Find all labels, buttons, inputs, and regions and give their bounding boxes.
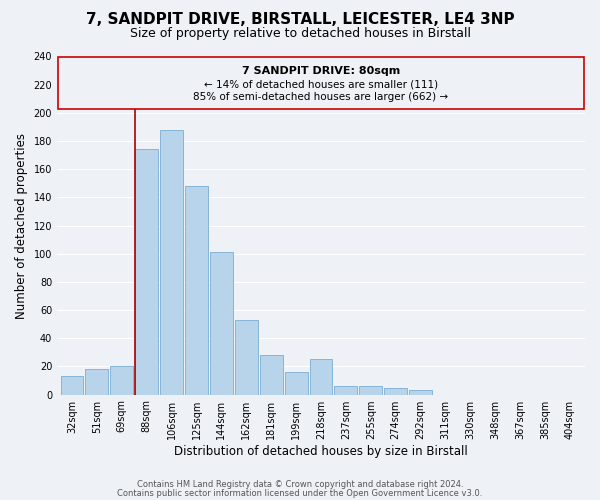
FancyBboxPatch shape [58, 56, 584, 108]
Bar [409, 390, 432, 394]
Bar [260, 355, 283, 395]
Bar [310, 360, 332, 394]
Text: 7 SANDPIT DRIVE: 80sqm: 7 SANDPIT DRIVE: 80sqm [242, 66, 400, 76]
Bar [85, 369, 109, 394]
Text: ← 14% of detached houses are smaller (111): ← 14% of detached houses are smaller (11… [204, 79, 438, 89]
Bar [135, 150, 158, 394]
Bar [359, 386, 382, 394]
X-axis label: Distribution of detached houses by size in Birstall: Distribution of detached houses by size … [174, 444, 468, 458]
Y-axis label: Number of detached properties: Number of detached properties [15, 132, 28, 318]
Text: Contains public sector information licensed under the Open Government Licence v3: Contains public sector information licen… [118, 488, 482, 498]
Bar [235, 320, 258, 394]
Bar [110, 366, 133, 394]
Bar [210, 252, 233, 394]
Bar [384, 388, 407, 394]
Bar [61, 376, 83, 394]
Bar [160, 130, 183, 394]
Text: Contains HM Land Registry data © Crown copyright and database right 2024.: Contains HM Land Registry data © Crown c… [137, 480, 463, 489]
Bar [284, 372, 308, 394]
Text: 7, SANDPIT DRIVE, BIRSTALL, LEICESTER, LE4 3NP: 7, SANDPIT DRIVE, BIRSTALL, LEICESTER, L… [86, 12, 514, 28]
Bar [334, 386, 358, 394]
Text: 85% of semi-detached houses are larger (662) →: 85% of semi-detached houses are larger (… [193, 92, 449, 102]
Text: Size of property relative to detached houses in Birstall: Size of property relative to detached ho… [130, 28, 470, 40]
Bar [185, 186, 208, 394]
